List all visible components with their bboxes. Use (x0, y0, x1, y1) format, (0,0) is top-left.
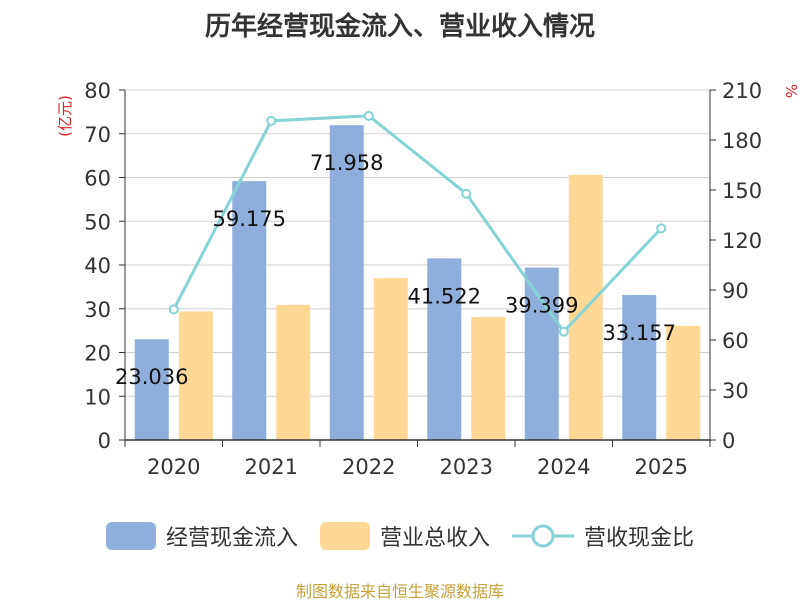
data-label-cash-inflow: 39.399 (505, 294, 578, 318)
ratio-point (461, 188, 472, 199)
legend-item-cash-inflow[interactable]: 经营现金流入 (105, 520, 298, 552)
y-right-tick-label: 150 (722, 179, 762, 203)
y-right-tick-label: 120 (722, 229, 762, 253)
data-label-cash-inflow: 33.157 (603, 321, 676, 345)
data-label-cash-inflow: 41.522 (408, 284, 481, 308)
bar-revenue (276, 304, 311, 440)
y-right-tick-label: 180 (722, 129, 762, 153)
y-right-tick-label: 210 (722, 79, 762, 103)
y-left-tick-label: 80 (84, 79, 111, 103)
ratio-point (363, 110, 374, 121)
ratio-line-path (172, 114, 663, 335)
y-right-tick-label: 90 (722, 279, 749, 303)
bar-revenue (471, 317, 506, 440)
data-label-cash-inflow: 23.036 (115, 365, 188, 389)
data-label-cash-inflow: 59.175 (213, 207, 286, 231)
ratio-line (168, 110, 667, 337)
chart-title: 历年经营现金流入、营业收入情况 (204, 12, 595, 42)
ratio-point (266, 115, 277, 126)
legend-item-ratio[interactable]: 营收现金比 (512, 520, 694, 552)
y-right-tick-label: 60 (722, 329, 749, 353)
bar-cash-inflow (622, 294, 657, 440)
x-tick-label: 2023 (440, 455, 493, 479)
bars (134, 125, 701, 440)
legend-swatch-ratio (512, 524, 574, 548)
data-label-cash-inflow: 71.958 (310, 151, 383, 175)
y-right-tick-label: 0 (722, 429, 735, 453)
bar-cash-inflow (232, 181, 267, 440)
y-left-tick-label: 0 (98, 429, 111, 453)
x-tick-label: 2022 (342, 455, 395, 479)
legend: 经营现金流入 营业总收入 营收现金比 (0, 516, 800, 556)
x-tick-label: 2024 (537, 455, 590, 479)
y-left-tick-label: 10 (84, 385, 111, 409)
y-left-tick-label: 30 (84, 298, 111, 322)
axes: 0 10 20 30 40 50 60 70 80 0 30 60 90 120 150 180 210 2020… (84, 79, 762, 479)
legend-item-revenue[interactable]: 营业总收入 (319, 520, 490, 552)
source-note: 制图数据来自恒生聚源数据库 (295, 582, 504, 601)
legend-label-cash-inflow: 经营现金流入 (165, 526, 298, 551)
y-left-tick-label: 20 (84, 342, 111, 366)
bar-revenue (666, 325, 701, 440)
x-tick-label: 2021 (245, 455, 298, 479)
bar-revenue (373, 278, 408, 440)
legend-label-revenue: 营业总收入 (379, 526, 490, 551)
bar-cash-inflow (427, 258, 462, 440)
y-left-axis-label: (亿元) (56, 95, 74, 137)
ratio-point (168, 304, 179, 315)
y-right-tick-label: 30 (722, 379, 749, 403)
legend-swatch-revenue (319, 522, 370, 550)
y-left-tick-label: 50 (84, 210, 111, 234)
bar-revenue (178, 311, 213, 440)
y-left-tick-label: 40 (84, 254, 111, 278)
bar-cash-inflow (524, 267, 559, 440)
ratio-point (558, 326, 569, 337)
legend-label-ratio: 营收现金比 (584, 526, 695, 551)
y-left-tick-label: 60 (84, 167, 111, 191)
ratio-point (656, 223, 667, 234)
bar-cash-inflow (329, 125, 364, 440)
x-tick-label: 2020 (147, 455, 200, 479)
y-right-axis-label: % (782, 84, 800, 98)
data-labels: 23.036 59.175 71.958 41.522 39.399 33.157 (115, 151, 676, 389)
y-left-tick-label: 70 (84, 123, 111, 147)
legend-swatch-cash-inflow (105, 522, 156, 550)
grid-lines (125, 89, 710, 397)
bar-cash-inflow (134, 339, 169, 440)
x-tick-label: 2025 (635, 455, 688, 479)
